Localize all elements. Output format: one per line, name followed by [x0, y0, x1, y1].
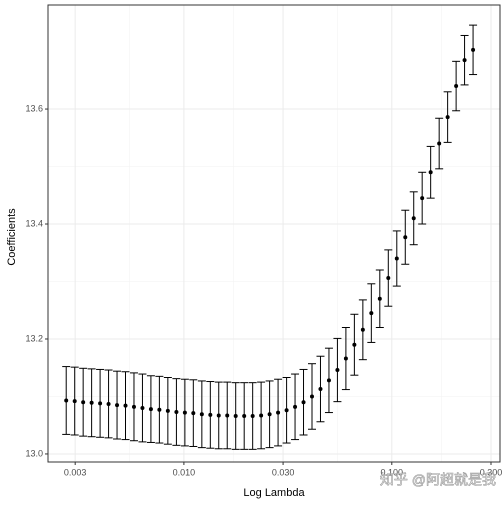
point [123, 403, 128, 408]
point [343, 356, 348, 361]
x-axis-title: Log Lambda [243, 487, 305, 499]
point [233, 414, 238, 419]
point [301, 400, 306, 405]
x-tick-label: 0.300 [480, 467, 503, 477]
point [72, 399, 77, 404]
watermark: 知乎 @阿超就是我 [380, 472, 496, 488]
point [403, 235, 408, 240]
point [420, 196, 425, 201]
point [352, 342, 357, 347]
point [208, 412, 213, 417]
point [318, 386, 323, 391]
point [148, 407, 153, 412]
x-tick-label: 0.100 [381, 467, 404, 477]
point [411, 216, 416, 221]
point [64, 398, 69, 403]
point [445, 115, 450, 120]
point [267, 412, 272, 417]
point [115, 403, 120, 408]
x-tick-label: 0.030 [272, 467, 295, 477]
point [259, 413, 264, 418]
point [326, 378, 331, 383]
point [394, 256, 399, 261]
point [454, 84, 459, 89]
point [182, 410, 187, 415]
point [284, 408, 289, 413]
point [428, 170, 433, 175]
y-tick-label: 13.6 [25, 103, 43, 113]
point [140, 405, 145, 410]
point [335, 368, 340, 373]
point [293, 404, 298, 409]
point [360, 327, 365, 332]
point [216, 413, 221, 418]
point [242, 414, 247, 419]
point [276, 410, 281, 415]
point [157, 407, 162, 412]
y-tick-label: 13.0 [25, 448, 43, 458]
point [131, 404, 136, 409]
point [462, 58, 467, 63]
point [165, 408, 170, 413]
point [369, 311, 374, 316]
point [174, 409, 179, 414]
x-tick-label: 0.003 [64, 467, 87, 477]
point [471, 47, 476, 52]
point [199, 412, 204, 417]
panel-border [47, 4, 501, 463]
x-tick-label: 0.010 [173, 467, 196, 477]
point [437, 141, 442, 146]
y-axis-title: Coefficients [6, 208, 18, 266]
point [225, 413, 230, 418]
point [386, 276, 391, 281]
point [81, 400, 86, 405]
point [250, 414, 255, 419]
point [98, 401, 103, 406]
point [309, 394, 314, 399]
y-tick-label: 13.4 [25, 218, 43, 228]
point [191, 411, 196, 416]
point [106, 401, 111, 406]
point [377, 296, 382, 301]
point [89, 400, 94, 405]
y-tick-label: 13.2 [25, 333, 43, 343]
